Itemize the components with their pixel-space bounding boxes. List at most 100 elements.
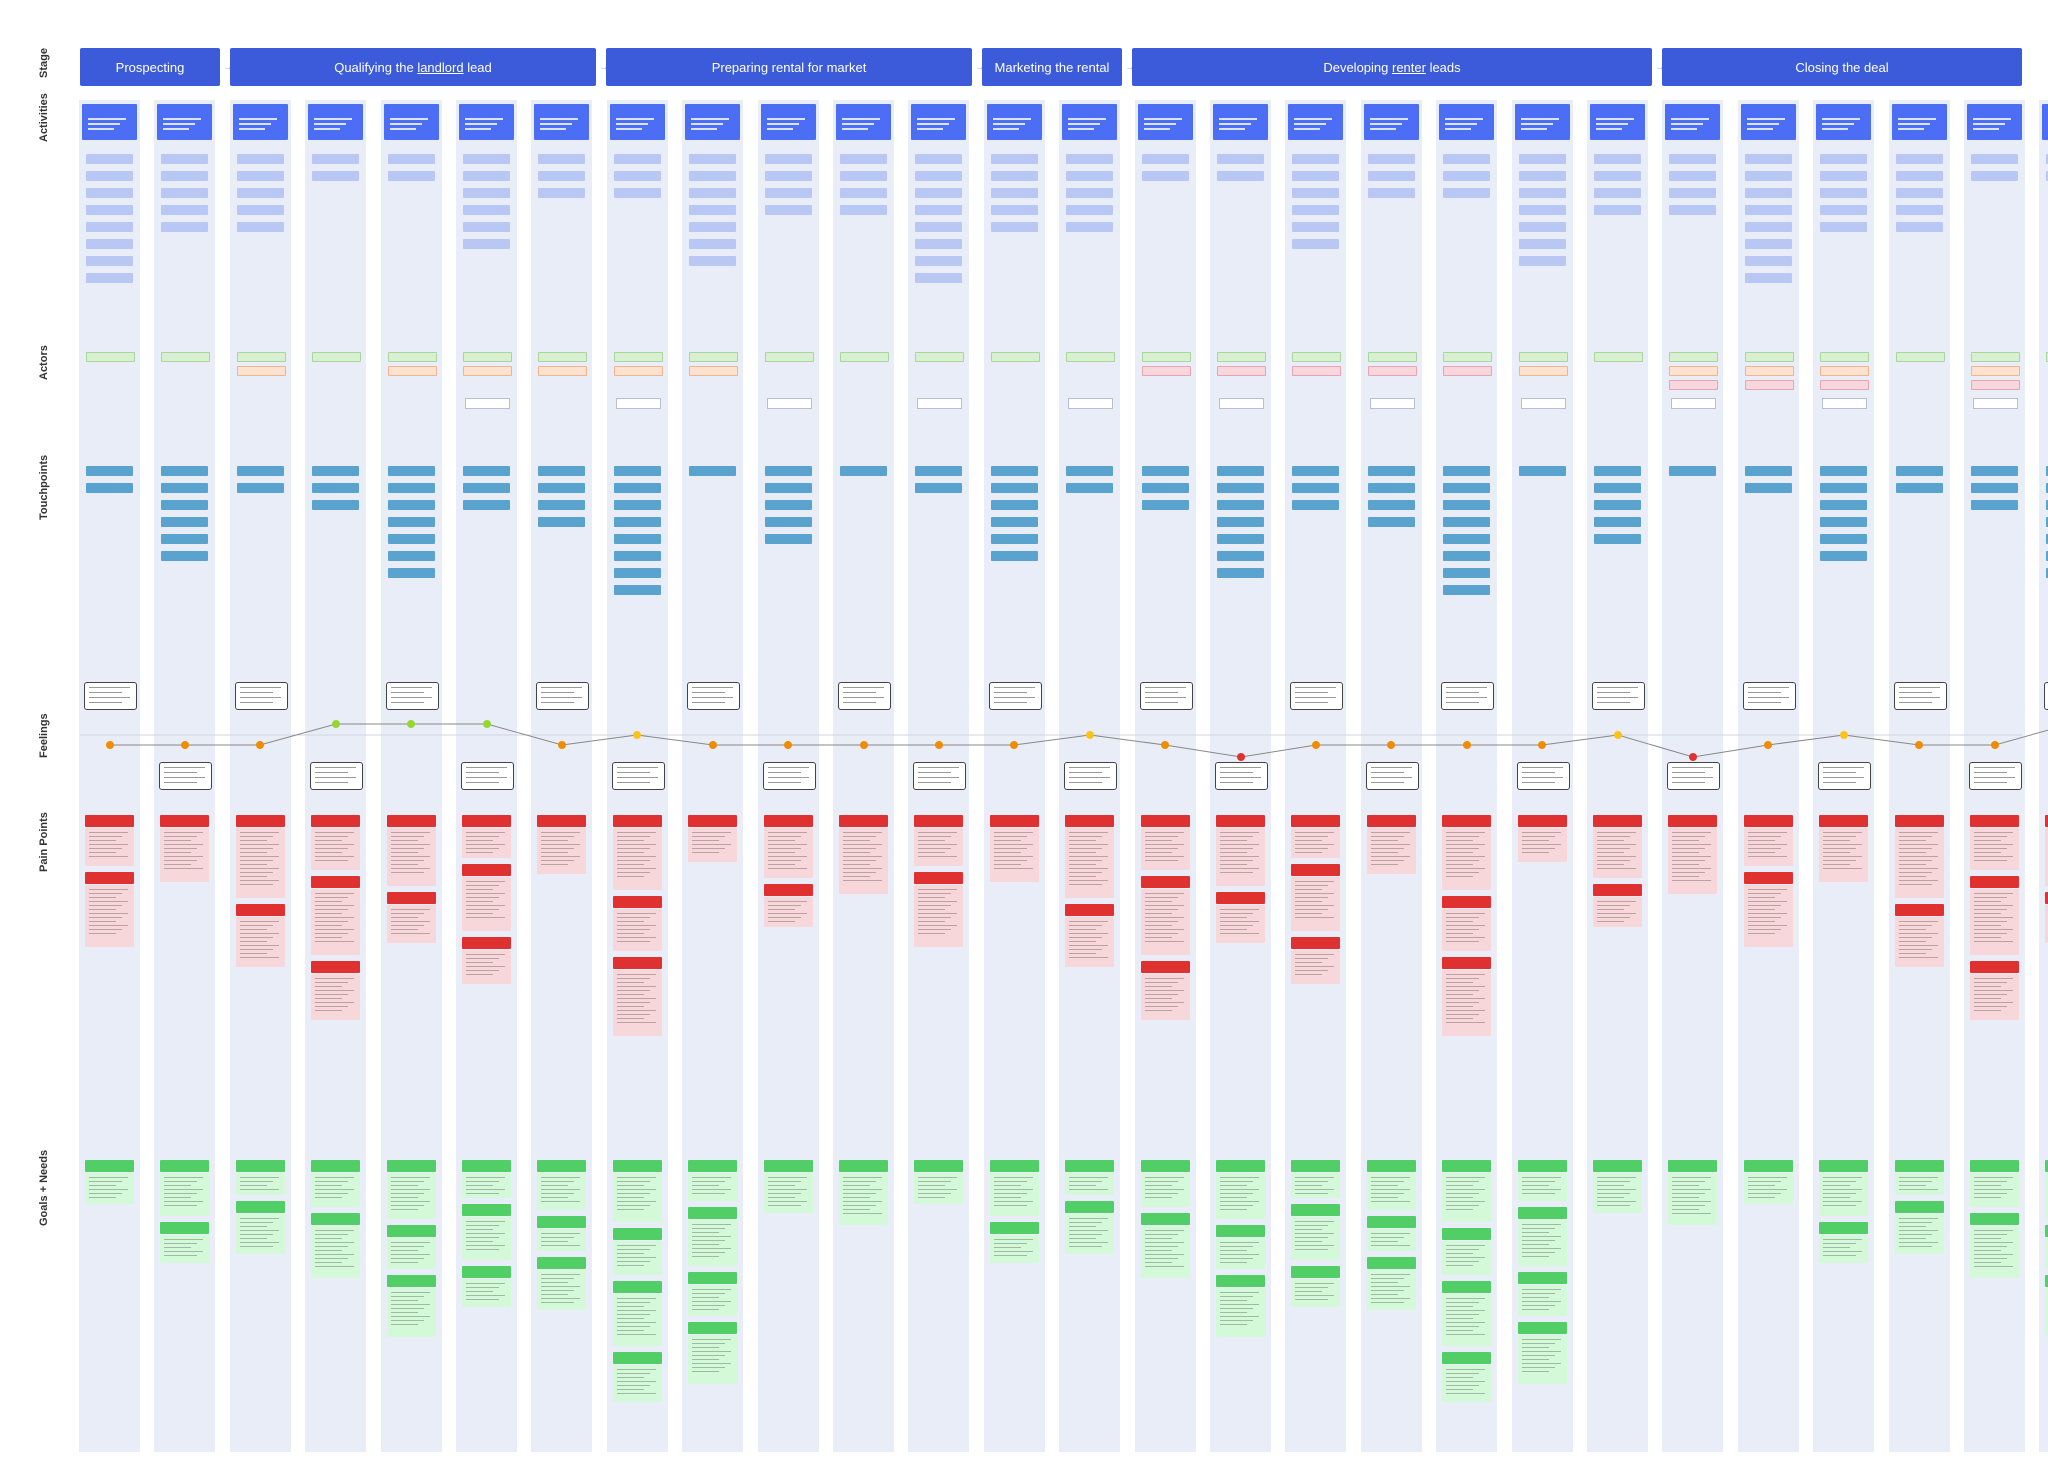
text-line	[1446, 1249, 1479, 1250]
text-line	[1295, 832, 1334, 833]
text-line	[240, 876, 267, 877]
pain-point-title	[1442, 896, 1491, 908]
touchpoint-card	[1217, 500, 1264, 510]
pain-point-detail	[1668, 828, 1717, 894]
goal-detail	[85, 1173, 134, 1204]
text-line	[1144, 123, 1176, 125]
text-line	[1522, 1305, 1555, 1306]
text-line	[1295, 966, 1334, 967]
text-line	[89, 852, 116, 853]
text-line	[1672, 840, 1699, 841]
text-line	[240, 832, 279, 833]
sub-activity	[1594, 171, 1641, 181]
text-line	[1145, 905, 1184, 906]
text-line	[1672, 1189, 1711, 1190]
actor-landlord-tag	[614, 366, 663, 376]
text-line	[164, 1239, 203, 1240]
text-line	[843, 872, 876, 873]
text-line	[617, 1314, 650, 1315]
text-line	[315, 994, 348, 995]
text-line	[1522, 1339, 1561, 1340]
goal-detail	[1518, 1220, 1567, 1266]
text-line	[541, 687, 582, 688]
actor-landlord-tag	[689, 366, 738, 376]
actor-agent-tag	[1368, 352, 1417, 362]
touchpoint-card	[915, 483, 962, 493]
text-line	[1522, 836, 1555, 837]
text-line	[1446, 929, 1479, 930]
sub-activity	[1142, 154, 1189, 164]
text-line	[1823, 1205, 1856, 1206]
text-line	[1295, 881, 1334, 882]
sub-activity	[237, 171, 284, 181]
text-line	[315, 1193, 348, 1194]
text-line	[164, 1205, 197, 1206]
text-line	[1371, 840, 1398, 841]
text-line	[1371, 767, 1412, 768]
text-line	[391, 848, 424, 849]
text-line	[89, 917, 122, 918]
text-line	[1823, 782, 1856, 783]
text-line	[89, 856, 128, 857]
text-line	[89, 897, 116, 898]
pain-point-detail	[1141, 974, 1190, 1020]
touchpoint-card	[1443, 568, 1490, 578]
sub-activity	[161, 205, 208, 215]
actor-landlord-tag	[1519, 366, 1568, 376]
text-line	[617, 864, 644, 865]
text-line	[1521, 128, 1547, 130]
text-line	[617, 772, 650, 773]
text-line	[1220, 836, 1253, 837]
pain-point-detail	[387, 828, 436, 886]
text-line	[541, 1245, 580, 1246]
goal-title	[1367, 1160, 1416, 1172]
text-line	[994, 840, 1021, 841]
text-line	[1295, 1283, 1334, 1284]
text-line	[691, 123, 723, 125]
text-line	[1069, 856, 1108, 857]
text-line	[1446, 994, 1473, 995]
text-line	[466, 970, 499, 971]
touchpoint-card	[1519, 466, 1566, 476]
text-line	[315, 901, 342, 902]
goal-title	[537, 1257, 586, 1269]
text-line	[1371, 1237, 1404, 1238]
text-line	[1446, 1177, 1485, 1178]
text-line	[541, 1233, 580, 1234]
touchpoint-card	[991, 483, 1038, 493]
text-line	[617, 1257, 656, 1258]
sub-activity	[915, 273, 962, 283]
text-line	[617, 978, 650, 979]
text-line	[692, 1185, 719, 1186]
text-line	[1295, 913, 1322, 914]
text-line	[466, 777, 507, 778]
text-line	[692, 836, 725, 837]
goal-detail	[462, 1217, 511, 1260]
text-line	[617, 1205, 650, 1206]
pain-point-detail	[311, 889, 360, 955]
text-line	[89, 848, 122, 849]
text-line	[1145, 913, 1172, 914]
text-line	[466, 1225, 499, 1226]
text-line	[1597, 692, 1630, 693]
touchpoint-card	[388, 483, 435, 493]
text-line	[843, 856, 882, 857]
text-line	[1295, 1287, 1328, 1288]
feeling-quote	[1818, 762, 1871, 790]
text-line	[391, 1181, 424, 1182]
sub-activity	[86, 239, 133, 249]
actor-agent-tag	[689, 352, 738, 362]
touchpoint-card	[463, 500, 510, 510]
touchpoint-card	[1142, 500, 1189, 510]
sub-activity	[689, 154, 736, 164]
text-line	[1219, 123, 1251, 125]
goal-detail	[1442, 1294, 1491, 1346]
activity-card	[534, 104, 589, 140]
text-line	[1145, 1262, 1172, 1263]
text-line	[541, 1286, 580, 1287]
column-background	[833, 100, 894, 1452]
text-line	[1295, 901, 1322, 902]
feeling-quote	[989, 682, 1042, 710]
text-line	[768, 917, 801, 918]
feeling-dot	[1086, 731, 1094, 739]
